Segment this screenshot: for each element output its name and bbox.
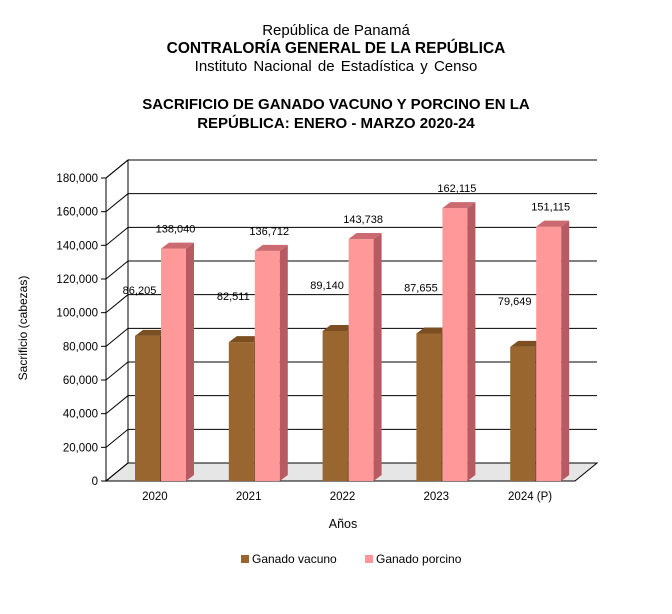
bar-top [510, 340, 544, 347]
header-republic: República de Panamá [262, 22, 410, 39]
bar-side [373, 233, 382, 481]
bar-top [161, 242, 194, 249]
y-tick-label: 40,000 [63, 409, 98, 421]
bar-front [135, 335, 160, 481]
bar-side [279, 244, 288, 481]
gridline-side [105, 193, 129, 213]
y-tick-label: 160,000 [56, 207, 98, 219]
y-tick-label: 20,000 [63, 442, 98, 454]
x-tick-label: 2020 [142, 491, 168, 503]
y-tick-label: 0 [92, 476, 98, 488]
bar-front [416, 333, 442, 481]
bar-top [348, 233, 382, 240]
gridline-side [105, 159, 129, 179]
x-tick-label: 2024 (P) [508, 491, 552, 503]
data-label: 136,712 [249, 226, 289, 238]
bar-front [536, 226, 562, 481]
y-axis-tick-labels: 0 20,000 40,000 60,000 80,000 100,000 120,000 1… [56, 173, 98, 488]
bar-top [322, 324, 356, 331]
legend-swatch [365, 555, 373, 563]
bar-front [348, 239, 374, 481]
bar-front [322, 330, 348, 481]
header-institute: Instituto Nacional de Estadística y Cens… [194, 58, 478, 75]
bar-ganado-porcino [442, 202, 476, 481]
bar-side [467, 202, 476, 481]
gridline-side [105, 428, 129, 448]
legend-item-ganado-vacuno: Ganado vacuno [241, 552, 337, 566]
bar-top [536, 220, 570, 227]
y-tick-label: 140,000 [56, 240, 98, 252]
bar-front [442, 208, 468, 481]
gridline-side [105, 294, 129, 314]
bar-front [510, 346, 536, 481]
legend-label: Ganado vacuno [252, 552, 337, 566]
data-label: 138,040 [156, 224, 196, 236]
gridline-side [105, 260, 129, 280]
bar-side [561, 220, 570, 481]
chart-data-labels: 86,205 138,040 82,511 136,712 89,140 143,738 8… [123, 183, 571, 308]
data-label: 162,115 [437, 183, 476, 195]
side-wall [105, 158, 129, 483]
bar-front [228, 342, 254, 481]
bar-front [254, 250, 280, 481]
y-tick-label: 180,000 [56, 173, 98, 185]
bar-ganado-porcino [536, 220, 570, 481]
gridline-side [105, 226, 129, 246]
chart-legend: Ganado vacuno Ganado porcino [241, 552, 462, 566]
bar-top [254, 244, 288, 251]
bar-front [161, 248, 186, 481]
gridline-side [105, 462, 129, 482]
data-label: 89,140 [310, 280, 344, 292]
x-tick-label: 2021 [236, 491, 262, 503]
bar-ganado-porcino [254, 244, 288, 481]
y-tick-label: 120,000 [56, 274, 98, 286]
data-label: 87,655 [404, 282, 438, 294]
data-label: 82,511 [217, 291, 250, 303]
data-label: 151,115 [531, 202, 570, 214]
chart-bars [135, 202, 570, 481]
bar-ganado-porcino [161, 242, 194, 481]
legend-label: Ganado porcino [376, 552, 462, 566]
y-axis-label: Sacrificio (cabezas) [16, 276, 30, 381]
y-tick-label: 80,000 [63, 341, 98, 353]
gridline-side [105, 395, 129, 415]
y-tick-label: 100,000 [56, 308, 98, 320]
bar-top [228, 336, 262, 343]
data-label: 79,649 [498, 296, 532, 308]
gridline-side [105, 361, 129, 381]
bar-ganado-porcino [348, 233, 382, 481]
chart-title-line-1: SACRIFICIO DE GANADO VACUNO Y PORCINO EN… [142, 96, 530, 113]
legend-swatch [241, 555, 249, 563]
chart-title-line-2: REPÚBLICA: ENERO - MARZO 2020-24 [197, 115, 475, 132]
x-tick-label: 2022 [330, 491, 356, 503]
bar-top [416, 327, 450, 334]
legend-item-ganado-porcino: Ganado porcino [365, 552, 462, 566]
x-axis-tick-labels: 2020 2021 2022 2023 2024 (P) [142, 491, 552, 503]
x-axis-label: Años [329, 517, 358, 531]
data-label: 143,738 [343, 214, 383, 226]
gridline-side [105, 327, 129, 347]
x-tick-label: 2023 [424, 491, 450, 503]
bar-side [186, 242, 194, 481]
data-label: 86,205 [123, 285, 157, 297]
bar-top [442, 202, 476, 209]
bar-top [135, 329, 168, 336]
y-tick-label: 60,000 [63, 375, 98, 387]
header-contraloria: CONTRALORÍA GENERAL DE LA REPÚBLICA [166, 40, 506, 57]
